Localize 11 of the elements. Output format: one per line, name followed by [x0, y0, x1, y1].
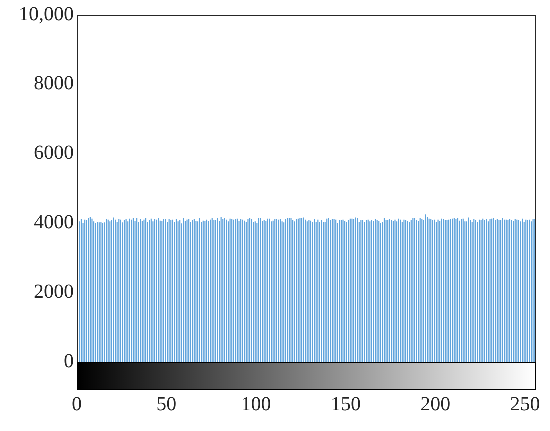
- x-tick-label: 200: [420, 393, 451, 416]
- y-tick-label: 6000: [34, 142, 74, 164]
- y-tick-label: 2000: [34, 281, 74, 304]
- y-tick-label: 8000: [34, 72, 74, 95]
- y-tick-label: 0: [64, 350, 74, 372]
- x-tick-label: 150: [330, 393, 361, 416]
- x-tick-label: 250: [510, 393, 540, 416]
- y-tick-label: 10,000: [19, 3, 74, 26]
- x-tick-label: 100: [241, 393, 272, 416]
- y-tick-label: 4000: [34, 212, 74, 234]
- x-tick-label: 50: [156, 393, 177, 416]
